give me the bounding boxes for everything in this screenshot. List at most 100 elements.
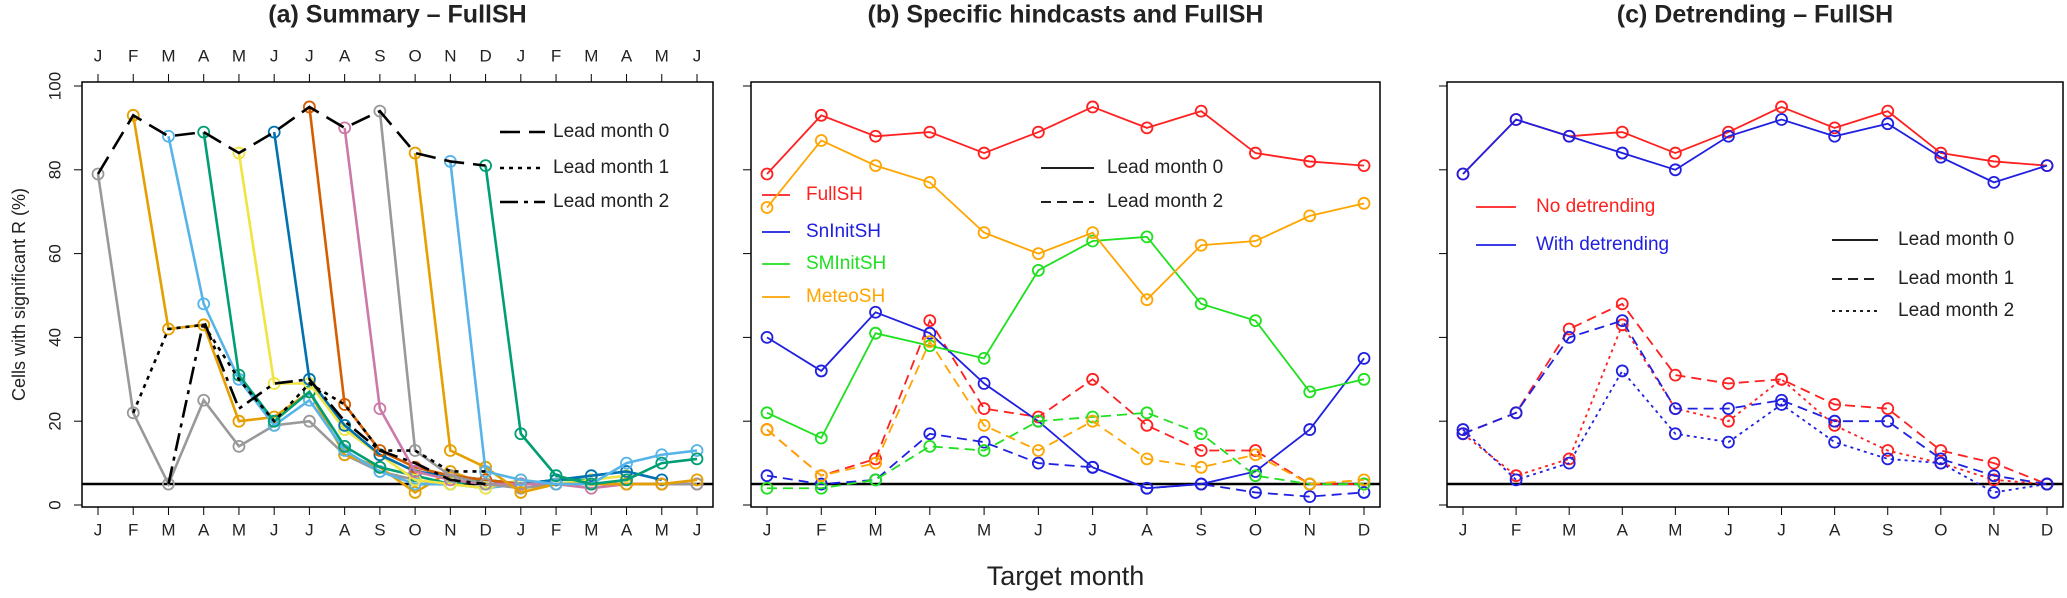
point bbox=[1881, 414, 1895, 428]
x-tick-label: O bbox=[1249, 520, 1262, 539]
point bbox=[549, 469, 563, 483]
point bbox=[1249, 486, 1262, 499]
legend-label: Lead month 2 bbox=[1898, 300, 2014, 321]
point bbox=[1194, 444, 1208, 457]
y-tick-label: 60 bbox=[45, 244, 64, 263]
point bbox=[1881, 117, 1895, 131]
x-tick-label: J bbox=[1459, 520, 1468, 539]
x-tick-label: F bbox=[1511, 520, 1521, 539]
top-tick-label: J bbox=[94, 46, 103, 65]
point bbox=[869, 159, 882, 173]
lead-line bbox=[132, 323, 486, 473]
point bbox=[1031, 414, 1045, 428]
point bbox=[1249, 234, 1262, 248]
point bbox=[584, 477, 598, 491]
legend-label: Lead month 0 bbox=[1898, 229, 2014, 250]
point bbox=[1615, 314, 1629, 328]
x-tick-label: D bbox=[1358, 520, 1370, 539]
point bbox=[1086, 414, 1100, 428]
point bbox=[1031, 263, 1045, 277]
point bbox=[977, 377, 991, 390]
point bbox=[1140, 293, 1154, 307]
point bbox=[1194, 477, 1208, 491]
point bbox=[1140, 452, 1154, 466]
x-tick-label: N bbox=[1304, 520, 1316, 539]
point bbox=[977, 402, 991, 416]
point bbox=[232, 414, 246, 428]
top-tick-label: M bbox=[232, 46, 246, 65]
x-axis-label: Target month bbox=[987, 561, 1145, 591]
x-tick-label: J bbox=[305, 520, 314, 539]
point bbox=[814, 108, 828, 122]
point bbox=[2040, 159, 2054, 173]
point bbox=[1668, 368, 1682, 382]
top-tick-label: M bbox=[161, 46, 175, 65]
point bbox=[1357, 351, 1371, 365]
x-tick-label: O bbox=[409, 520, 422, 539]
point bbox=[197, 125, 211, 139]
point bbox=[162, 322, 175, 336]
legend-label: Lead month 0 bbox=[1107, 157, 1223, 178]
x-tick-label: M bbox=[1562, 520, 1576, 539]
point bbox=[760, 330, 774, 344]
y-tick-label: 80 bbox=[45, 160, 64, 179]
top-tick-label: A bbox=[621, 46, 633, 65]
point bbox=[1615, 364, 1629, 378]
x-tick-label: J bbox=[693, 520, 702, 539]
point bbox=[1828, 414, 1842, 428]
point bbox=[690, 452, 704, 466]
point bbox=[869, 129, 882, 143]
point bbox=[126, 108, 140, 122]
point bbox=[1456, 423, 1470, 436]
legend-label: SnInitSH bbox=[806, 221, 881, 242]
point bbox=[1303, 490, 1317, 504]
point bbox=[479, 473, 492, 487]
x-tick-label: J bbox=[1777, 520, 1786, 539]
point bbox=[373, 104, 387, 118]
point bbox=[126, 406, 140, 420]
point bbox=[338, 398, 352, 411]
point bbox=[584, 469, 598, 483]
series-line bbox=[1462, 302, 2048, 485]
series-line bbox=[767, 411, 1364, 490]
point bbox=[923, 326, 937, 340]
x-tick-label: S bbox=[1882, 520, 1893, 539]
y-tick-label: 20 bbox=[45, 412, 64, 431]
lead-line bbox=[167, 316, 486, 486]
point bbox=[1031, 444, 1045, 457]
point bbox=[1194, 427, 1208, 441]
top-tick-label: J bbox=[517, 46, 526, 65]
y-tick-label: 0 bbox=[45, 500, 64, 509]
point bbox=[1249, 314, 1262, 328]
point bbox=[1031, 247, 1045, 261]
legend-label: No detrending bbox=[1536, 196, 1655, 217]
point bbox=[760, 481, 774, 495]
point bbox=[1509, 473, 1523, 487]
point bbox=[690, 473, 704, 487]
point bbox=[1357, 372, 1371, 386]
series-line bbox=[1462, 322, 2048, 485]
x-tick-label: O bbox=[1934, 520, 1947, 539]
x-tick-label: J bbox=[1724, 520, 1733, 539]
point bbox=[1828, 129, 1842, 143]
point bbox=[869, 305, 882, 319]
x-tick-label: M bbox=[868, 520, 882, 539]
point bbox=[338, 121, 352, 135]
x-tick-label: M bbox=[584, 520, 598, 539]
point bbox=[1934, 452, 1948, 466]
x-tick-label: J bbox=[763, 520, 772, 539]
legend-label: With detrending bbox=[1536, 234, 1669, 255]
point bbox=[1562, 456, 1576, 470]
point bbox=[760, 469, 774, 483]
series-line bbox=[766, 105, 1365, 175]
point bbox=[1722, 125, 1735, 139]
point bbox=[1303, 209, 1317, 223]
point bbox=[1086, 410, 1100, 424]
legend-label: FullSH bbox=[806, 184, 863, 205]
top-tick-label: F bbox=[551, 46, 561, 65]
point bbox=[1722, 402, 1735, 416]
point bbox=[303, 100, 316, 114]
point bbox=[1086, 234, 1100, 248]
top-tick-label: M bbox=[584, 46, 598, 65]
point bbox=[1509, 113, 1523, 126]
